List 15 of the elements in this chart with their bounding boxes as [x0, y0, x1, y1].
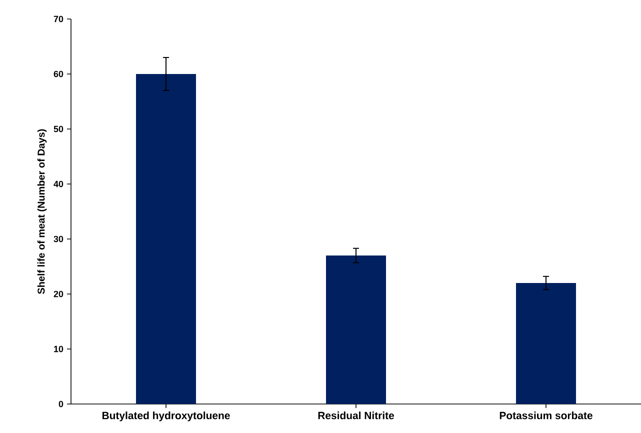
- y-tick-label: 20: [54, 290, 64, 298]
- y-tick-label: 30: [54, 236, 64, 242]
- y-tick-label: 50: [54, 126, 64, 132]
- y-axis-title: Shelf life of meat (Number of Days): [37, 129, 47, 294]
- x-tick-label: Residual Nitrite: [318, 412, 394, 420]
- y-tick-label: 60: [54, 70, 64, 78]
- x-tick-label: Butylated hydroxytoluene: [102, 412, 230, 422]
- y-tick-label: 0: [58, 400, 64, 408]
- y-tick-label: 70: [54, 16, 64, 22]
- y-tick-label: 40: [54, 180, 64, 188]
- y-tick-label: 10: [54, 346, 64, 352]
- bar: [136, 74, 196, 404]
- bar: [516, 283, 576, 404]
- bar: [326, 256, 386, 404]
- x-tick-label: Potassium sorbate: [500, 412, 592, 420]
